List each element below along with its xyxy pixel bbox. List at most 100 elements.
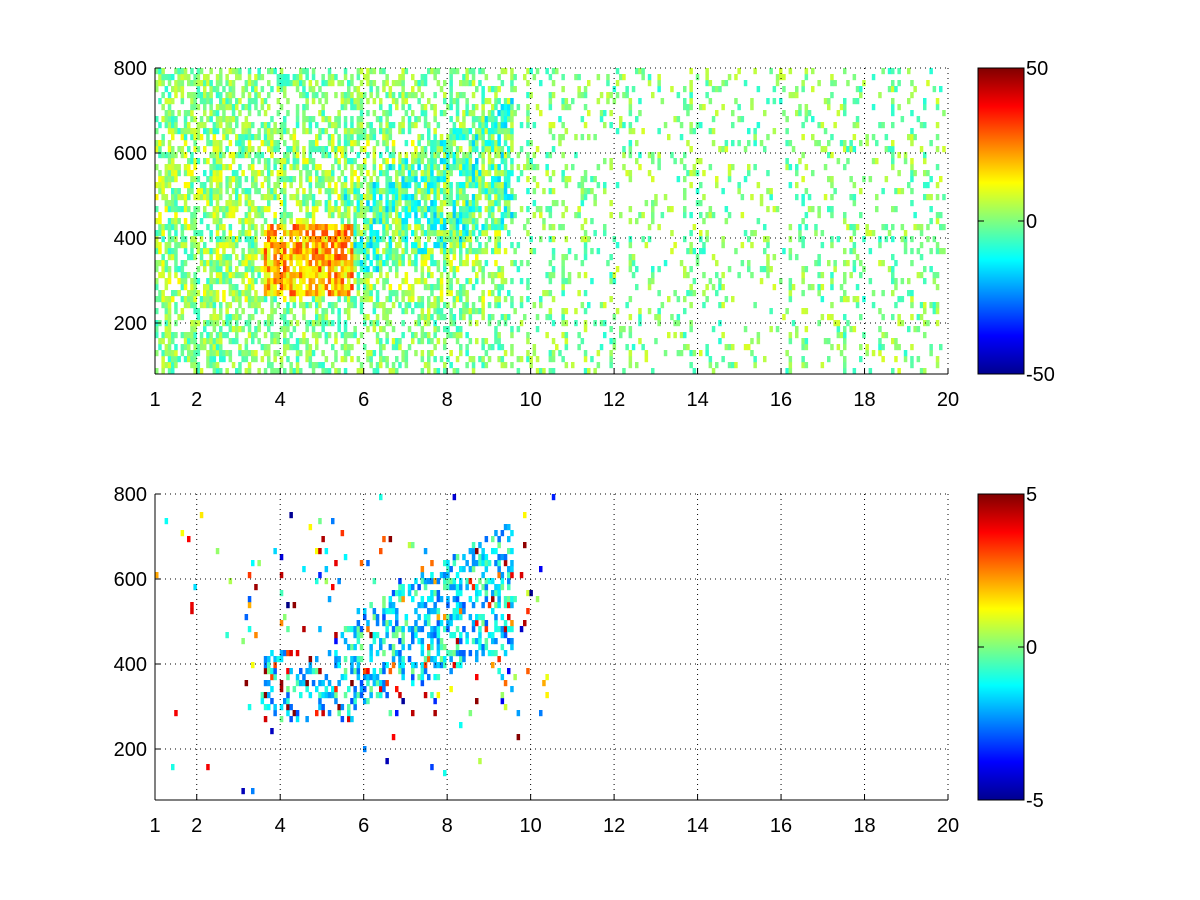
heatmap-cell: [724, 206, 729, 213]
heatmap-cell: [299, 242, 303, 249]
heatmap-cell: [519, 356, 524, 363]
heatmap-cell: [167, 224, 172, 231]
heatmap-cell: [369, 632, 373, 639]
heatmap-cell: [235, 308, 239, 315]
heatmap-cell: [452, 122, 457, 129]
heatmap-cell: [395, 260, 399, 267]
heatmap-cell: [254, 290, 258, 297]
heatmap-cell: [452, 206, 457, 213]
heatmap-cell: [305, 272, 309, 279]
heatmap-cell: [350, 656, 354, 663]
heatmap-cell: [161, 194, 165, 201]
heatmap-cell: [251, 170, 255, 177]
heatmap-cell: [711, 254, 716, 261]
heatmap-cell: [686, 170, 690, 177]
heatmap-cell: [935, 182, 940, 189]
heatmap-cell: [340, 272, 345, 279]
heatmap-cell: [302, 128, 306, 135]
heatmap-cell: [766, 206, 770, 213]
heatmap-cell: [484, 182, 489, 189]
heatmap-cell: [174, 170, 178, 177]
heatmap-cell: [555, 68, 559, 75]
heatmap-cell: [251, 266, 255, 273]
heatmap-cell: [503, 224, 508, 231]
heatmap-cell: [190, 134, 194, 141]
heatmap-cell: [487, 128, 492, 135]
heatmap-cell: [302, 674, 306, 681]
heatmap-cell: [347, 98, 351, 105]
heatmap-cell: [465, 104, 469, 111]
heatmap-cell: [270, 134, 274, 141]
heatmap-cell: [535, 182, 540, 189]
heatmap-cell: [225, 176, 229, 183]
heatmap-cell: [727, 362, 732, 369]
heatmap-cell: [529, 236, 533, 243]
heatmap-cell: [177, 218, 181, 225]
heatmap-cell: [865, 224, 869, 231]
heatmap-cell: [654, 194, 658, 201]
heatmap-cell: [491, 224, 495, 231]
heatmap-cell: [539, 368, 543, 375]
heatmap-cell: [327, 248, 332, 255]
heatmap-cell: [516, 164, 521, 171]
heatmap-cell: [279, 236, 284, 243]
heatmap-cell: [788, 68, 793, 75]
heatmap-cell: [161, 116, 165, 123]
heatmap-cell: [305, 350, 309, 357]
heatmap-cell: [935, 284, 940, 291]
heatmap-cell: [609, 326, 613, 333]
heatmap-cell: [439, 272, 444, 279]
heatmap-cell: [881, 122, 885, 129]
heatmap-cell: [251, 332, 255, 339]
heatmap-cell: [363, 158, 367, 165]
x-tick-label: 8: [442, 389, 453, 411]
heatmap-cell: [455, 338, 460, 345]
heatmap-cell: [638, 110, 642, 117]
heatmap-cell: [705, 212, 709, 219]
heatmap-cell: [817, 140, 821, 147]
heatmap-cell: [641, 68, 645, 75]
heatmap-cell: [231, 242, 236, 249]
heatmap-cell: [401, 104, 405, 111]
heatmap-cell: [247, 284, 252, 291]
heatmap-cell: [270, 686, 274, 693]
heatmap-cell: [532, 200, 537, 207]
heatmap-cell: [366, 350, 370, 357]
heatmap-cell: [318, 668, 322, 675]
heatmap-cell: [321, 116, 325, 123]
heatmap-cell: [721, 242, 725, 249]
heatmap-cell: [891, 110, 895, 117]
heatmap-cell: [286, 272, 290, 279]
heatmap-cell: [507, 290, 511, 297]
heatmap-cell: [625, 302, 629, 309]
heatmap-cell: [692, 248, 697, 255]
heatmap-cell: [551, 356, 556, 363]
heatmap-cell: [238, 200, 242, 207]
heatmap-cell: [926, 224, 930, 231]
heatmap-cell: [494, 200, 498, 207]
heatmap-cell: [471, 284, 476, 291]
heatmap-cell: [468, 128, 473, 135]
heatmap-cell: [279, 620, 284, 627]
heatmap-cell: [462, 110, 466, 117]
heatmap-cell: [411, 170, 415, 177]
heatmap-cell: [846, 146, 850, 153]
heatmap-cell: [292, 284, 297, 291]
heatmap-cell: [615, 80, 620, 87]
heatmap-cell: [551, 236, 556, 243]
heatmap-cell: [395, 368, 399, 375]
heatmap-cell: [340, 80, 345, 87]
heatmap-cell: [209, 332, 213, 339]
heatmap-cell: [327, 224, 332, 231]
heatmap-cell: [190, 326, 194, 333]
heatmap-cell: [407, 626, 412, 633]
heatmap-cell: [372, 284, 377, 291]
heatmap-cell: [545, 164, 549, 171]
heatmap-cell: [257, 302, 261, 309]
heatmap-cell: [391, 602, 396, 609]
heatmap-cell: [276, 338, 281, 345]
heatmap-cell: [299, 74, 303, 81]
heatmap-cell: [676, 92, 681, 99]
heatmap-cell: [279, 572, 284, 579]
heatmap-cell: [318, 704, 322, 711]
